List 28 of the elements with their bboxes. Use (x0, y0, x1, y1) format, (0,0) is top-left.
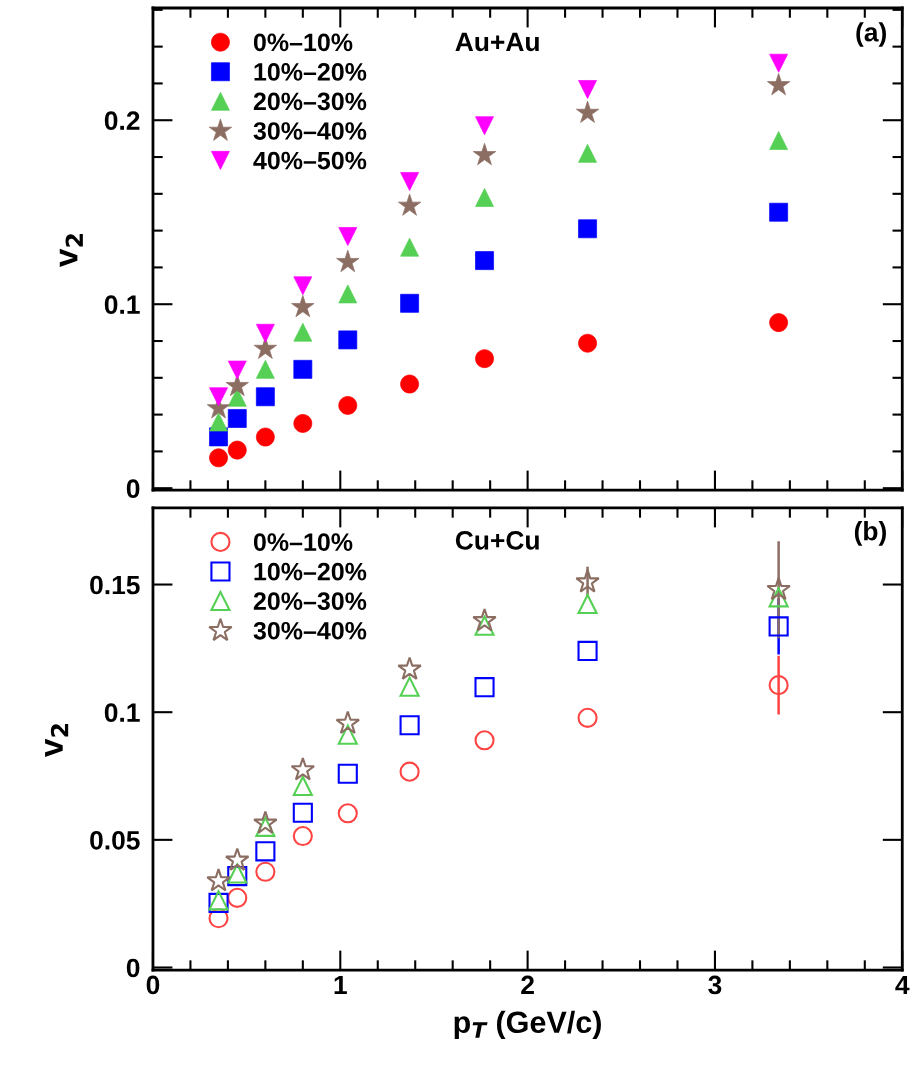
x-axis-title: p$_{T}$ (GeV/c) (454, 1010, 601, 1040)
legend-label: 40%–50% (253, 151, 367, 170)
y-tick-label: 0.05 (90, 830, 140, 850)
x-tick-label: 1 (334, 975, 347, 995)
annotation: (b) (854, 521, 886, 546)
y-tick-label: 0.15 (90, 575, 140, 595)
legend-label: 10%–20% (254, 562, 367, 581)
legend-label: 20%–30% (253, 92, 367, 111)
y-axis-title: v$_{2}$ (59, 234, 83, 268)
x-tick-label: 0 (146, 975, 160, 995)
y-tick-label: 0 (126, 958, 140, 978)
annotation: Cu+Cu (455, 531, 539, 550)
y-tick-label: 0.2 (104, 111, 140, 131)
x-tick-label: 2 (521, 975, 534, 995)
legend-label: 30%–40% (253, 621, 367, 640)
legend-label: 20%–30% (253, 592, 367, 611)
legend-label: 0%–10% (253, 33, 353, 52)
y-axis-title: v$_{2}$ (45, 724, 69, 758)
y-tick-label: 0.1 (104, 703, 140, 723)
annotation: (a) (856, 22, 886, 47)
legend-label: 0%–10% (253, 533, 353, 551)
y-tick-label: 0 (126, 479, 140, 499)
legend-label: 10%–20% (254, 63, 367, 81)
annotation: Au+Au (455, 32, 539, 52)
x-tick-label: 4 (895, 975, 910, 995)
x-tick-label: 3 (708, 975, 722, 995)
legend-label: 30%–40% (253, 122, 367, 140)
y-tick-label: 0.1 (104, 295, 140, 315)
